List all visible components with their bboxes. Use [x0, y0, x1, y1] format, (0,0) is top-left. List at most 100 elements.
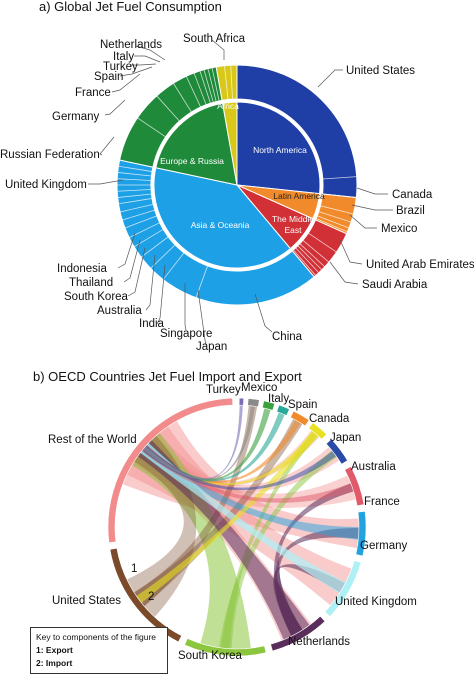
outer-subdivision: [211, 67, 220, 101]
outer-subdivision: [117, 178, 152, 181]
label-b-mexico: Mexico: [241, 382, 277, 394]
region-label-africa: Africa: [217, 101, 239, 111]
outer-subdivision: [318, 211, 352, 223]
region-label-asia-oceania: Asia & Oceania: [191, 220, 250, 230]
label-indonesia: Indonesia: [57, 263, 107, 275]
outer-ring: [116, 64, 358, 306]
outer-subdivision: [193, 72, 207, 105]
legend-item-import: 2: Import: [36, 658, 73, 668]
label-united-states: United States: [346, 65, 415, 77]
outer-subdivision: [320, 205, 354, 215]
outer-subdivision: [224, 65, 229, 100]
chord-ribbon-germany-rest_of_world: [140, 443, 359, 540]
chord-ribbon-united_states-mexico: [134, 405, 258, 607]
region-label-middle-east-2: East: [284, 225, 302, 235]
panel-a-title: a) Global Jet Fuel Consumption: [39, 0, 222, 14]
label-b-japan: Japan: [330, 432, 361, 444]
outer-subdivision: [117, 172, 152, 177]
label-b-australia: Australia: [351, 461, 396, 473]
outer-subdivision: [156, 95, 180, 122]
region-label-middle-east-1: The Middle: [272, 214, 314, 224]
outer-subdivision: [322, 176, 357, 180]
chord-arc-italy: [262, 400, 276, 411]
label-france: France: [75, 87, 111, 99]
chord-arc-united_states: [109, 547, 183, 643]
outer-subdivision: [199, 70, 211, 104]
inner-wedge-europe_russia: [155, 102, 238, 186]
chord-arc-spain: [276, 404, 290, 416]
label-b-canada: Canada: [309, 413, 350, 425]
label-china: China: [272, 331, 303, 343]
outer-subdivision: [137, 117, 166, 138]
outer-subdivision: [230, 65, 233, 100]
panel-b-title: b) OECD Countries Jet Fuel Import and Ex…: [33, 369, 302, 384]
outer-subdivision: [140, 236, 169, 258]
label-thailand: Thailand: [69, 277, 113, 289]
outer-subdivision: [119, 203, 154, 213]
label-spain: Spain: [94, 71, 123, 83]
outer-subdivision: [297, 245, 323, 271]
outer-subdivision: [207, 68, 217, 102]
arc-marker-1: 1: [131, 563, 137, 575]
chord-arc-australia: [325, 438, 348, 465]
chord-ribbon-netherlands-rest_of_world: [137, 439, 310, 640]
label-brazil: Brazil: [396, 205, 425, 217]
outer-subdivision: [124, 215, 157, 229]
label-saudi-arabia: Saudi Arabia: [362, 279, 428, 291]
label-b-germany: Germany: [360, 540, 408, 552]
chord-arc-mexico: [247, 398, 260, 408]
outer-subdivision: [299, 243, 326, 268]
chord-arc-canada: [290, 410, 310, 427]
label-united-kingdom: United Kingdom: [5, 179, 87, 191]
panel-a-sunburst: [116, 64, 358, 306]
label-b-spain: Spain: [288, 399, 317, 411]
label-netherlands: Netherlands: [100, 39, 162, 51]
chord-ribbon-japan-rest_of_world: [142, 431, 318, 486]
legend-box: Key to components of the figure 1: Expor…: [30, 627, 168, 674]
label-b-turkey: Turkey: [206, 384, 241, 396]
label-germany: Germany: [52, 111, 100, 123]
label-italy: Italy: [113, 51, 134, 63]
label-australia: Australia: [97, 305, 142, 317]
label-b-united-states: United States: [52, 595, 121, 607]
outer-subdivision: [118, 165, 153, 172]
chord-arc-netherlands: [270, 615, 326, 652]
region-label-north-america: North America: [253, 145, 307, 155]
chord-arc-turkey: [238, 397, 245, 406]
chord-ribbon-south_korea-rest_of_world: [131, 432, 251, 649]
legend-heading: Key to components of the figure: [36, 632, 157, 642]
inner-wedge-north_america: [236, 101, 321, 195]
label-south-korea: South Korea: [64, 291, 129, 303]
chord-ribbon-canada-rest_of_world: [142, 419, 301, 483]
chord-arc-south_korea: [184, 638, 267, 657]
outer-subdivision: [293, 249, 317, 276]
chord-arc-united_kingdom: [324, 560, 362, 618]
label-turkey: Turkey: [103, 61, 138, 73]
chord-ribbons: [122, 405, 360, 649]
region-label-latin-america: Latin America: [273, 191, 325, 201]
outer-subdivision: [117, 193, 152, 198]
arc-marker-2: 2: [148, 591, 154, 603]
outer-subdivision: [195, 265, 208, 298]
label-india: India: [139, 318, 165, 330]
outer-subdivision: [295, 247, 320, 274]
label-b-rest-of-world: Rest of the World: [48, 434, 137, 446]
chord-ribbon-united_kingdom-rest_of_world: [140, 443, 346, 594]
label-b-netherlands: Netherlands: [288, 636, 350, 648]
label-south-africa: South Africa: [183, 33, 246, 45]
outer-subdivision: [185, 76, 202, 108]
label-b-united-kingdom: United Kingdom: [335, 596, 417, 608]
label-b-south-korea: South Korea: [178, 650, 243, 662]
panel-b-chord-diagram: [107, 397, 367, 657]
label-mexico: Mexico: [381, 223, 417, 235]
legend-item-export: 1: Export: [36, 645, 73, 655]
outer-subdivision: [308, 232, 337, 253]
outer-wedge-asia_oceania: [116, 159, 315, 306]
chord-arc-rest_of_world: [107, 397, 234, 544]
label-singapore: Singapore: [160, 328, 212, 340]
label-japan: Japan: [196, 341, 227, 353]
outer-subdivision: [117, 189, 152, 192]
label-uae: United Arab Emirates: [366, 259, 474, 271]
outer-subdivision: [203, 69, 214, 103]
